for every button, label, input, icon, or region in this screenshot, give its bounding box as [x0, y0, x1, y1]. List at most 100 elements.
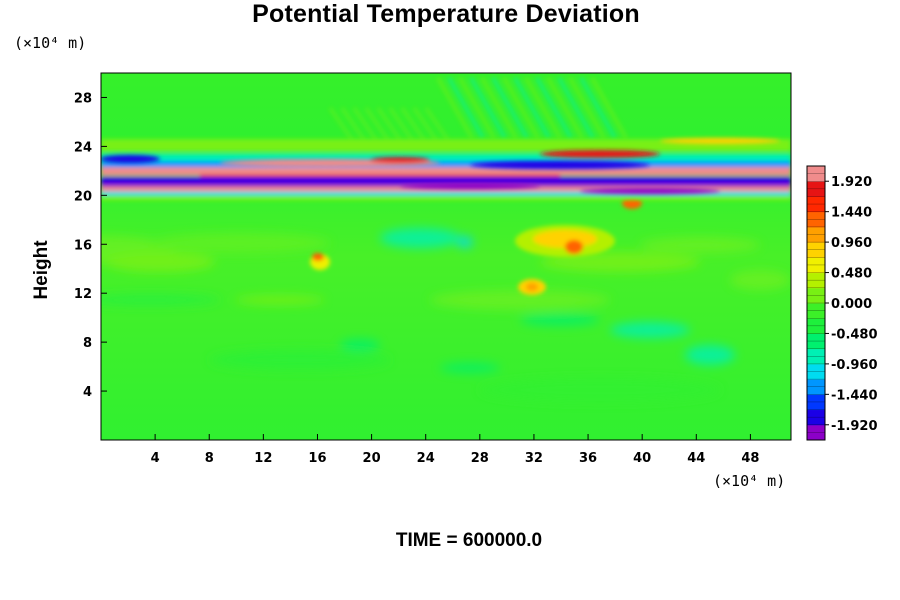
band-highlight: [370, 157, 430, 163]
x-axis-unit-label: (×10⁴ m): [713, 472, 786, 490]
wave-stripe: [502, 77, 540, 139]
field-band: [101, 139, 791, 152]
x-tick-label: 24: [417, 451, 435, 466]
colorbar-segment: [807, 394, 825, 411]
colorbar-segment: [807, 196, 825, 213]
wave-stripe: [513, 77, 551, 139]
band-highlight: [470, 161, 650, 169]
band-highlight: [400, 183, 540, 189]
wave-stripe: [546, 77, 584, 139]
colorbar-segment: [807, 409, 825, 426]
field-band: [101, 195, 791, 201]
field-band: [101, 191, 791, 197]
x-tick-label: 36: [579, 451, 597, 466]
wave-stripe: [424, 107, 450, 141]
colorbar-tick-label: 1.920: [831, 175, 872, 190]
colorbar-segment: [807, 318, 825, 334]
colorbar-segment: [807, 272, 825, 289]
field-texture-patch: [150, 233, 330, 253]
colorbar-segment: [807, 303, 825, 319]
y-tick-label: 24: [74, 140, 92, 155]
field-clip-group: [101, 73, 791, 440]
wave-stripe: [340, 107, 366, 141]
wave-stripe: [568, 77, 606, 139]
colorbar-segment: [807, 363, 825, 380]
wave-stripe: [480, 77, 518, 139]
colorbar-tick-label: -1.920: [831, 419, 878, 434]
colorbar-segment: [807, 211, 825, 228]
warm-patch-core: [526, 283, 538, 291]
wave-stripe: [458, 77, 496, 139]
field-texture-patch: [440, 363, 500, 373]
band-highlight: [660, 138, 780, 144]
field-texture-patch: [457, 236, 473, 248]
x-tick-label: 12: [254, 451, 272, 466]
y-tick-label: 16: [74, 238, 92, 253]
colorbar: 1.920 1.440 0.960 0.480 0.000 -0.480 -0.960 -1.…: [806, 165, 878, 441]
x-tick-label: 40: [633, 451, 651, 466]
colorbar-tick-label: -0.960: [831, 358, 878, 373]
colorbar-segment: [807, 226, 825, 243]
warm-patch-core: [312, 253, 324, 261]
band-highlight: [580, 188, 720, 194]
wave-stripe: [524, 77, 562, 139]
wave-stripe: [388, 107, 414, 141]
field-texture-patch: [340, 339, 380, 351]
band-highlight: [540, 150, 660, 158]
x-tick-label: 48: [741, 451, 759, 466]
y-tick-label: 28: [74, 91, 92, 106]
field-upper-waves: [328, 77, 628, 141]
colorbar-segment: [807, 242, 825, 258]
y-axis-unit-label: (×10⁴ m): [14, 34, 87, 52]
x-tick-label: 32: [525, 451, 543, 466]
field-texture-patch: [480, 378, 720, 402]
colorbar-segment: [807, 166, 825, 182]
wave-stripe: [352, 107, 378, 141]
wave-stripe: [412, 107, 438, 141]
field-texture-patch: [610, 322, 690, 338]
y-tick-label: 12: [74, 287, 92, 302]
field-texture-patch: [540, 252, 700, 272]
colorbar-segment: [807, 333, 825, 350]
field-texture-patch: [685, 345, 735, 365]
wave-stripe: [376, 107, 402, 141]
field-texture-patch: [380, 228, 460, 248]
x-tick-label: 16: [308, 451, 326, 466]
field-band: [101, 186, 791, 193]
field-texture-patch: [730, 270, 790, 290]
colorbar-tick-label: 1.440: [831, 206, 872, 221]
field-band: [101, 167, 791, 176]
field-band: [101, 153, 791, 163]
wave-stripe: [579, 77, 617, 139]
plot-frame: [100, 72, 792, 441]
field-band-highlights: [101, 138, 780, 194]
field-texture-patch: [520, 314, 600, 326]
x-tick-label: 4: [151, 451, 160, 466]
field-texture-patch: [640, 237, 760, 253]
wave-stripe: [469, 77, 507, 139]
colorbar-tick-label: 0.000: [831, 297, 872, 312]
y-tick-label: 8: [83, 336, 92, 351]
colorbar-segment: [807, 181, 825, 197]
x-tick-label: 20: [363, 451, 381, 466]
colorbar-tick-label: -1.440: [831, 388, 878, 403]
colorbar-segment: [807, 348, 825, 365]
wave-stripe: [590, 77, 628, 139]
wave-stripe: [557, 77, 595, 139]
colorbar-segment: [807, 257, 825, 274]
y-tick-label: 4: [83, 385, 92, 400]
colorbar-segment: [807, 424, 825, 441]
field-band: [101, 161, 791, 169]
wave-stripe: [364, 107, 390, 141]
wave-stripe: [436, 77, 474, 139]
field-texture-patch: [101, 294, 220, 306]
heatmap-field: [101, 73, 791, 440]
time-footer-label: TIME = 600000.0: [395, 530, 543, 551]
band-highlight: [101, 155, 160, 163]
x-tick-label: 44: [687, 451, 705, 466]
x-tick-label: 8: [205, 451, 214, 466]
colorbar-segment: [807, 287, 825, 304]
field-texture-patch: [430, 290, 610, 310]
